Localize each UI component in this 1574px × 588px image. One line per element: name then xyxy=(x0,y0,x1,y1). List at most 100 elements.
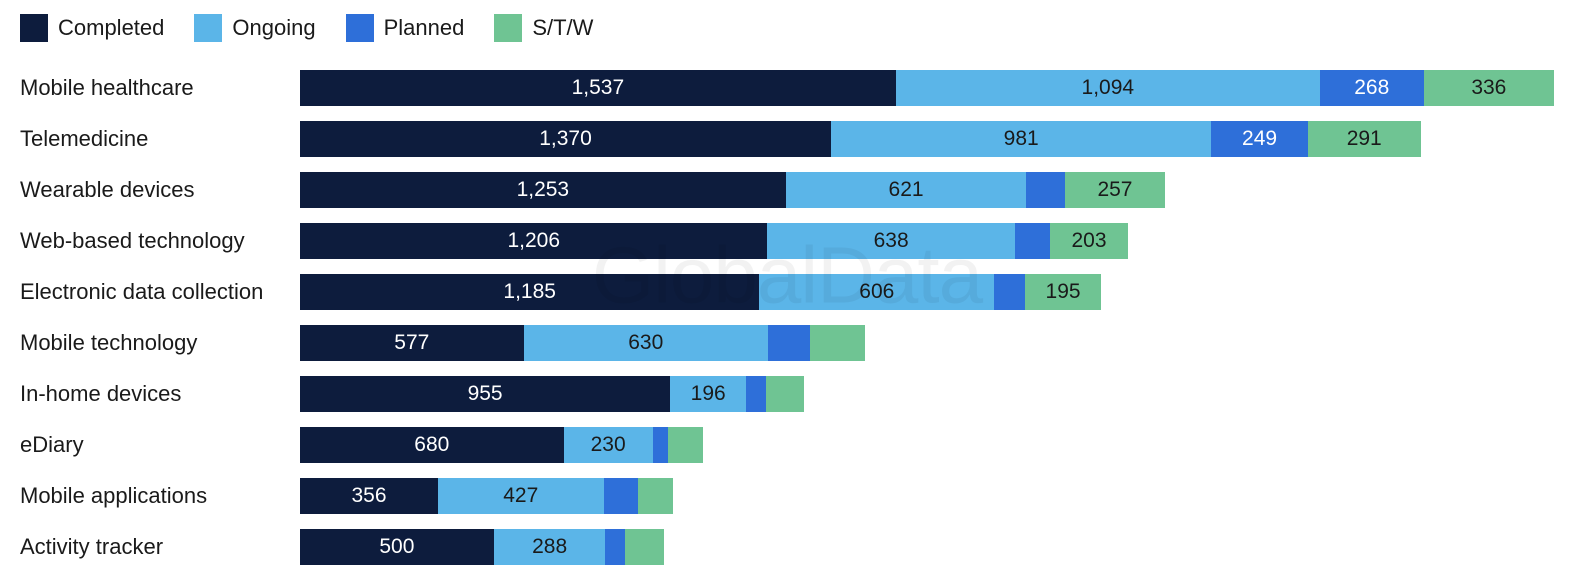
chart-legend: CompletedOngoingPlannedS/T/W xyxy=(20,14,1554,42)
bar-value: 606 xyxy=(859,280,894,304)
category-label: Telemedicine xyxy=(20,126,300,152)
chart-row: Web-based technology 1,206 638 203 xyxy=(20,223,1554,259)
legend-label: S/T/W xyxy=(532,15,593,41)
legend-label: Completed xyxy=(58,15,164,41)
bar-segment-completed: 680 xyxy=(300,427,564,463)
bar-segment-completed: 1,206 xyxy=(300,223,767,259)
stacked-bar: 955 196 xyxy=(300,376,804,412)
legend-item: Completed xyxy=(20,14,164,42)
bar-segment-planned xyxy=(994,274,1025,310)
category-label: Mobile technology xyxy=(20,330,300,356)
bar-value: 1,537 xyxy=(572,76,625,100)
bar-segment-stw xyxy=(668,427,703,463)
chart-row: In-home devices 955 196 xyxy=(20,376,1554,412)
bar-value: 230 xyxy=(591,433,626,457)
bar-segment-planned xyxy=(605,529,624,565)
bar-value: 257 xyxy=(1097,178,1132,202)
stacked-bar: 680 230 xyxy=(300,427,703,463)
bar-value: 203 xyxy=(1071,229,1106,253)
legend-item: S/T/W xyxy=(494,14,593,42)
bar-value: 249 xyxy=(1242,127,1277,151)
legend-swatch xyxy=(346,14,374,42)
chart-row: Mobile applications356 427 xyxy=(20,478,1554,514)
bar-segment-completed: 955 xyxy=(300,376,670,412)
bar-value: 427 xyxy=(503,484,538,508)
chart-row: Mobile healthcare 1,537 1,094 268 336 xyxy=(20,70,1554,106)
category-label: Wearable devices xyxy=(20,177,300,203)
bar-segment-completed: 1,370 xyxy=(300,121,831,157)
chart-row: Mobile technology 577 630 xyxy=(20,325,1554,361)
bar-segment-stw xyxy=(766,376,805,412)
bar-segment-ongoing: 621 xyxy=(786,172,1027,208)
bar-segment-ongoing: 981 xyxy=(831,121,1211,157)
chart-row: eDiary 680 230 xyxy=(20,427,1554,463)
bar-value: 981 xyxy=(1004,127,1039,151)
stacked-bar: 1,185 606 195 xyxy=(300,274,1101,310)
bar-segment-completed: 356 xyxy=(300,478,438,514)
bar-value: 195 xyxy=(1046,280,1081,304)
stacked-bar: 500 288 xyxy=(300,529,664,565)
category-label: Mobile applications xyxy=(20,483,300,509)
bar-value: 1,253 xyxy=(517,178,570,202)
bar-segment-ongoing: 427 xyxy=(438,478,604,514)
stacked-bar: 1,537 1,094 268 336 xyxy=(300,70,1554,106)
bar-segment-planned xyxy=(1026,172,1065,208)
stacked-bar-chart: Mobile healthcare 1,537 1,094 268 336 Telemed… xyxy=(20,70,1554,565)
category-label: Activity tracker xyxy=(20,534,300,560)
bar-segment-stw xyxy=(810,325,864,361)
bar-segment-planned xyxy=(768,325,811,361)
category-label: eDiary xyxy=(20,432,300,458)
bar-segment-stw: 336 xyxy=(1424,70,1554,106)
bar-value: 1,206 xyxy=(507,229,560,253)
bar-value: 638 xyxy=(874,229,909,253)
bar-segment-ongoing: 288 xyxy=(494,529,606,565)
chart-row: Telemedicine 1,370 981 249 291 xyxy=(20,121,1554,157)
bar-value: 621 xyxy=(889,178,924,202)
bar-value: 680 xyxy=(414,433,449,457)
bar-value: 500 xyxy=(379,535,414,559)
legend-swatch xyxy=(20,14,48,42)
bar-segment-ongoing: 638 xyxy=(767,223,1014,259)
bar-value: 577 xyxy=(394,331,429,355)
legend-swatch xyxy=(194,14,222,42)
bar-segment-stw xyxy=(625,529,664,565)
bar-segment-completed: 1,253 xyxy=(300,172,786,208)
bar-value: 291 xyxy=(1347,127,1382,151)
stacked-bar: 1,370 981 249 291 xyxy=(300,121,1421,157)
bar-segment-ongoing: 1,094 xyxy=(896,70,1320,106)
bar-value: 1,370 xyxy=(539,127,592,151)
chart-row: Electronic data collection 1,185 606 195 xyxy=(20,274,1554,310)
bar-value: 1,185 xyxy=(503,280,556,304)
bar-segment-planned: 249 xyxy=(1211,121,1308,157)
bar-value: 955 xyxy=(468,382,503,406)
bar-segment-stw: 195 xyxy=(1025,274,1101,310)
bar-segment-completed: 577 xyxy=(300,325,524,361)
stacked-bar: 577 630 xyxy=(300,325,865,361)
bar-value: 630 xyxy=(628,331,663,355)
chart-row: Activity tracker 500 288 xyxy=(20,529,1554,565)
stacked-bar: 1,206 638 203 xyxy=(300,223,1128,259)
bar-segment-stw: 203 xyxy=(1050,223,1129,259)
category-label: Mobile healthcare xyxy=(20,75,300,101)
bar-segment-planned xyxy=(746,376,765,412)
bar-value: 268 xyxy=(1354,76,1389,100)
stacked-bar: 1,253 621 257 xyxy=(300,172,1165,208)
bar-segment-planned: 268 xyxy=(1320,70,1424,106)
category-label: In-home devices xyxy=(20,381,300,407)
chart-row: Wearable devices 1,253 621 257 xyxy=(20,172,1554,208)
stacked-bar: 356 427 xyxy=(300,478,673,514)
bar-segment-ongoing: 196 xyxy=(670,376,746,412)
bar-segment-planned xyxy=(653,427,669,463)
bar-segment-completed: 1,537 xyxy=(300,70,896,106)
bar-value: 336 xyxy=(1471,76,1506,100)
bar-segment-completed: 1,185 xyxy=(300,274,759,310)
bar-segment-ongoing: 630 xyxy=(524,325,768,361)
bar-segment-ongoing: 606 xyxy=(759,274,994,310)
bar-segment-ongoing: 230 xyxy=(564,427,653,463)
bar-value: 1,094 xyxy=(1082,76,1135,100)
legend-label: Ongoing xyxy=(232,15,315,41)
category-label: Electronic data collection xyxy=(20,279,300,305)
category-label: Web-based technology xyxy=(20,228,300,254)
bar-segment-stw: 291 xyxy=(1308,121,1421,157)
bar-value: 196 xyxy=(691,382,726,406)
